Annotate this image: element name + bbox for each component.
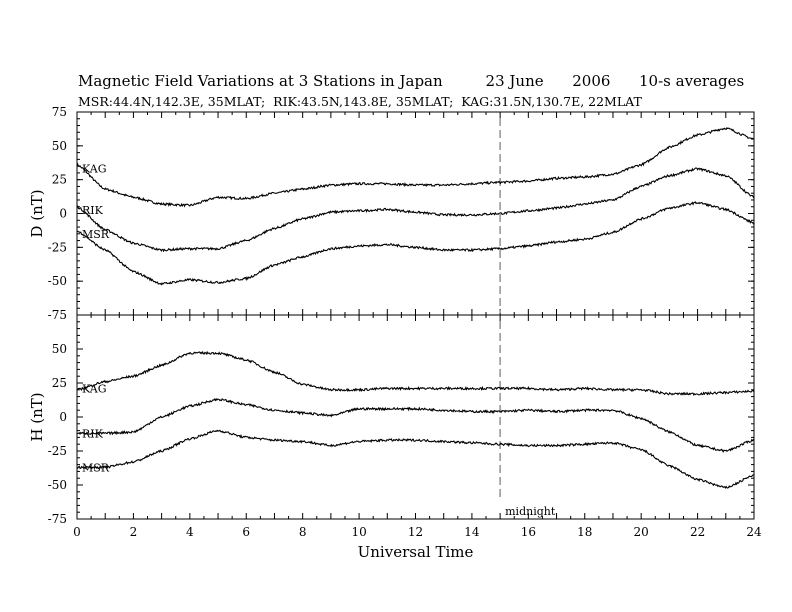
x-tick-label: 12 <box>408 525 423 539</box>
x-tick-label: 0 <box>73 525 81 539</box>
x-tick-label: 2 <box>130 525 138 539</box>
midnight-label: midnight <box>505 505 556 518</box>
x-tick-label: 22 <box>690 525 705 539</box>
y-tick-label: 50 <box>52 342 67 356</box>
series-label-kag: KAG <box>82 383 107 396</box>
y-tick-label: 0 <box>59 410 67 424</box>
series-line-kag <box>76 350 755 397</box>
chart-title: Magnetic Field Variations at 3 Stations … <box>78 72 745 90</box>
y-tick-label: -25 <box>48 240 67 254</box>
series-line-msr <box>76 429 755 490</box>
x-tick-label: 14 <box>464 525 480 539</box>
series-label-rik: RIK <box>82 427 104 440</box>
series-line-msr <box>76 201 755 286</box>
x-tick-label: 10 <box>351 525 366 539</box>
y-tick-label: 50 <box>52 139 67 153</box>
y-tick-label: -75 <box>48 512 67 526</box>
station-coordinates: MSR:44.4N,142.3E, 35MLAT; RIK:43.5N,143.… <box>78 94 642 109</box>
series-line-kag <box>76 127 755 208</box>
y-tick-label: -50 <box>48 274 67 288</box>
plot-frame <box>76 314 755 520</box>
series-label-kag: KAG <box>82 162 107 175</box>
y-tick-label: 25 <box>52 376 67 390</box>
x-tick-label: 6 <box>242 525 250 539</box>
y-tick-label: -25 <box>48 444 67 458</box>
x-tick-label: 20 <box>634 525 649 539</box>
panel-d: -75 -50 -25 0 25 50 75 D (nT) KAG RIK MSR <box>28 105 755 322</box>
series-label-rik: RIK <box>82 204 104 217</box>
series-line-rik <box>76 397 755 453</box>
x-axis-label: Universal Time <box>358 543 474 561</box>
y-tick-label: -50 <box>48 478 67 492</box>
y-tick-label: 25 <box>52 173 67 187</box>
y-tick-label: -75 <box>48 308 67 322</box>
y-tick-label: 75 <box>52 105 67 119</box>
series-label-msr: MSR <box>82 461 110 474</box>
x-tick-label: 18 <box>577 525 592 539</box>
x-tick-label: 8 <box>299 525 307 539</box>
y-tick-label: 0 <box>59 207 67 221</box>
y-axis-label: H (nT) <box>28 392 46 441</box>
x-tick-label: 4 <box>186 525 194 539</box>
series-line-rik <box>76 167 755 253</box>
x-tick-label: 16 <box>521 525 536 539</box>
x-tick-label: 24 <box>746 525 762 539</box>
series-label-msr: MSR <box>82 228 110 241</box>
y-axis-label: D (nT) <box>28 189 46 237</box>
plot-frame <box>76 111 755 316</box>
